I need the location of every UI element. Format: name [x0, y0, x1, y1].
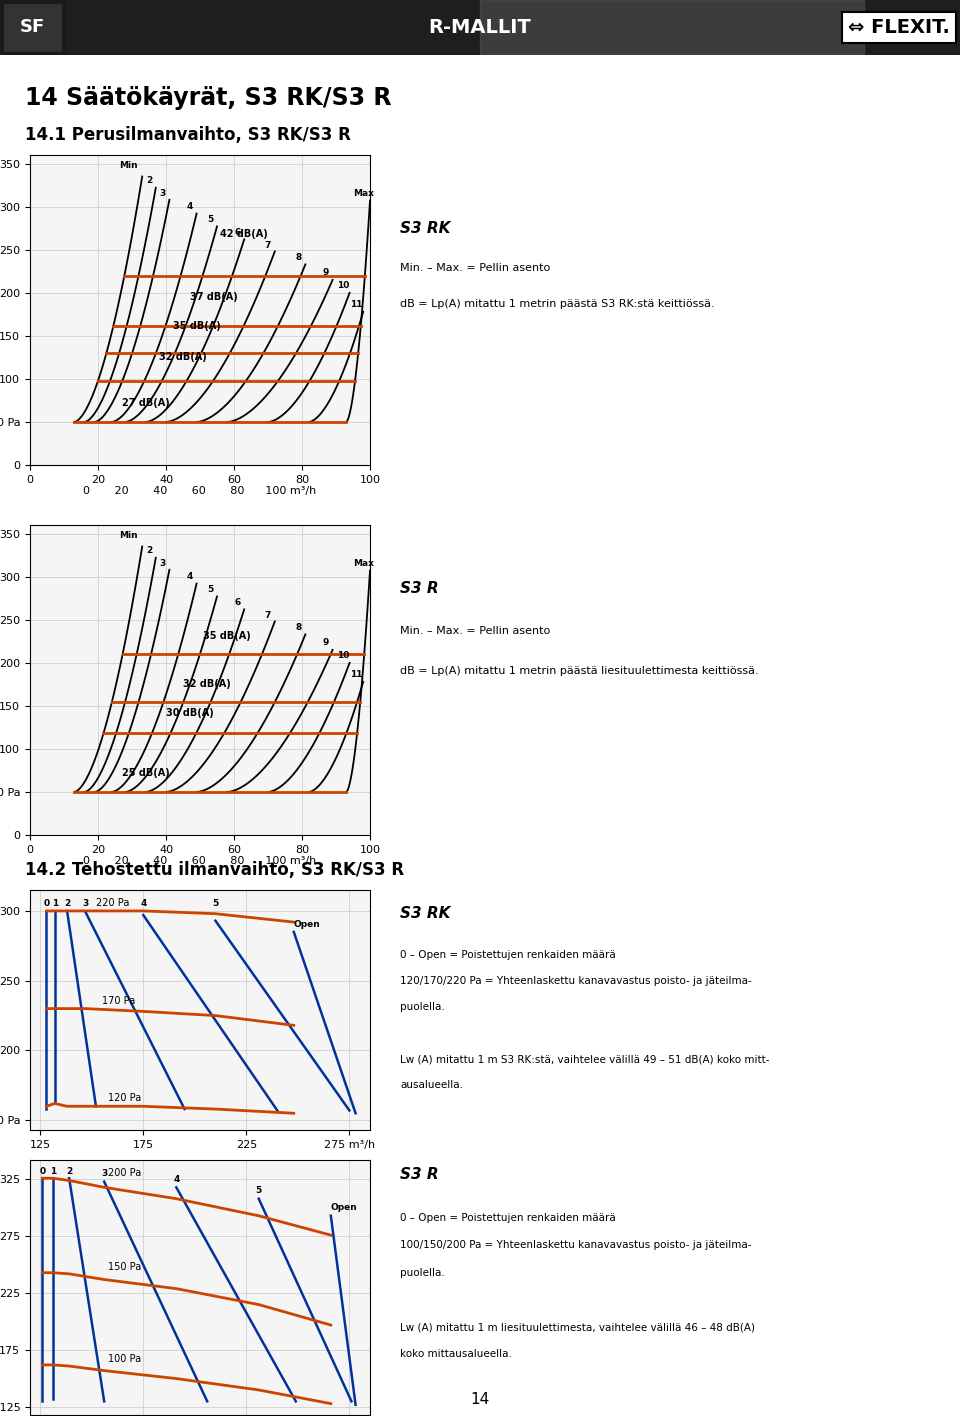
Text: S3 R: S3 R [400, 1167, 439, 1182]
X-axis label: 0       20       40       60       80      100 m³/h: 0 20 40 60 80 100 m³/h [84, 857, 317, 867]
Text: 35 dB(A): 35 dB(A) [173, 321, 221, 331]
Text: 120/170/220 Pa = Yhteenlaskettu kanavavastus poisto- ja jäteilma-: 120/170/220 Pa = Yhteenlaskettu kanavava… [400, 976, 752, 986]
Text: 32 dB(A): 32 dB(A) [159, 353, 207, 362]
Text: 4: 4 [186, 572, 193, 581]
Bar [0, 0, 65, 55]
Text: 3: 3 [159, 190, 166, 198]
Text: 37 dB(A): 37 dB(A) [190, 292, 237, 302]
Text: 27 dB(A): 27 dB(A) [122, 398, 170, 408]
Text: 9: 9 [323, 268, 329, 278]
Text: 5: 5 [207, 215, 213, 224]
Text: 11: 11 [350, 670, 363, 680]
Text: 5: 5 [207, 585, 213, 593]
Text: 7: 7 [265, 241, 271, 249]
Text: Lw (A) mitattu 1 m S3 RK:stä, vaihtelee välillä 49 – 51 dB(A) koko mitt-: Lw (A) mitattu 1 m S3 RK:stä, vaihtelee … [400, 1054, 770, 1063]
Text: 4: 4 [173, 1175, 180, 1184]
Text: puolella.: puolella. [400, 1267, 444, 1277]
Text: 1: 1 [52, 899, 58, 908]
Text: koko mittausalueella.: koko mittausalueella. [400, 1349, 512, 1359]
Text: 3: 3 [101, 1170, 108, 1178]
Text: 3: 3 [83, 899, 88, 908]
Text: 4: 4 [186, 202, 193, 211]
Text: 2: 2 [66, 1167, 72, 1175]
Text: Open: Open [294, 920, 321, 929]
Text: 6: 6 [234, 228, 241, 236]
Text: dB = Lp(A) mitattu 1 metrin päästä S3 RK:stä keittiössä.: dB = Lp(A) mitattu 1 metrin päästä S3 RK… [400, 299, 714, 309]
Text: 0: 0 [39, 1167, 45, 1175]
Text: 42 dB(A): 42 dB(A) [221, 229, 268, 239]
Text: 30 dB(A): 30 dB(A) [166, 708, 214, 718]
Text: Min: Min [119, 531, 138, 541]
Text: 10: 10 [337, 282, 349, 290]
Text: Max: Max [352, 190, 373, 198]
Bar [5, 6, 60, 50]
Text: 220 Pa: 220 Pa [96, 898, 130, 908]
Text: 2: 2 [146, 547, 152, 555]
Text: 5: 5 [212, 899, 219, 908]
Text: 7: 7 [265, 610, 271, 620]
Text: 14: 14 [470, 1392, 490, 1406]
Text: 14.1 Perusilmanvaihto, S3 RK/S3 R: 14.1 Perusilmanvaihto, S3 RK/S3 R [25, 126, 350, 144]
Text: dB = Lp(A) mitattu 1 metrin päästä liesituulettimesta keittiössä.: dB = Lp(A) mitattu 1 metrin päästä liesi… [400, 666, 758, 675]
Text: Max: Max [352, 559, 373, 568]
Text: 150 Pa: 150 Pa [108, 1262, 141, 1272]
Text: S3 RK: S3 RK [400, 221, 450, 236]
Bar [480, 0, 864, 55]
Text: 4: 4 [140, 899, 147, 908]
Text: Lw (A) mitattu 1 m liesituulettimesta, vaihtelee välillä 46 – 48 dB(A): Lw (A) mitattu 1 m liesituulettimesta, v… [400, 1323, 755, 1332]
Text: 8: 8 [296, 253, 301, 262]
Text: 3: 3 [159, 559, 166, 568]
Text: 25 dB(A): 25 dB(A) [122, 769, 170, 779]
Text: Min: Min [119, 161, 138, 170]
Text: SF: SF [19, 18, 44, 37]
Text: 10: 10 [337, 651, 349, 660]
Text: R-MALLIT: R-MALLIT [428, 18, 532, 37]
Text: 14 Säätökäyrät, S3 RK/S3 R: 14 Säätökäyrät, S3 RK/S3 R [25, 85, 392, 109]
Text: 5: 5 [255, 1187, 262, 1195]
Text: ⇔ FLEXIT.: ⇔ FLEXIT. [848, 18, 950, 37]
Text: 11: 11 [350, 300, 363, 309]
Text: 100/150/200 Pa = Yhteenlaskettu kanavavastus poisto- ja jäteilma-: 100/150/200 Pa = Yhteenlaskettu kanavava… [400, 1240, 752, 1250]
Text: 1: 1 [50, 1167, 56, 1175]
Text: 2: 2 [146, 176, 152, 185]
X-axis label: 0       20       40       60       80      100 m³/h: 0 20 40 60 80 100 m³/h [84, 486, 317, 496]
Text: ausalueella.: ausalueella. [400, 1080, 463, 1090]
Text: 32 dB(A): 32 dB(A) [183, 678, 230, 690]
Text: 14.2 Tehostettu ilmanvaihto, S3 RK/S3 R: 14.2 Tehostettu ilmanvaihto, S3 RK/S3 R [25, 861, 404, 879]
Text: S3 RK: S3 RK [400, 906, 450, 920]
Text: 0: 0 [43, 899, 50, 908]
Text: 0 – Open = Poistettujen renkaiden määrä: 0 – Open = Poistettujen renkaiden määrä [400, 1214, 615, 1223]
Text: 100 Pa: 100 Pa [108, 1354, 141, 1364]
Text: 170 Pa: 170 Pa [102, 995, 135, 1005]
Text: 0 – Open = Poistettujen renkaiden määrä: 0 – Open = Poistettujen renkaiden määrä [400, 950, 615, 960]
Text: 35 dB(A): 35 dB(A) [204, 630, 252, 640]
Text: 9: 9 [323, 639, 329, 647]
Text: puolella.: puolella. [400, 1003, 444, 1012]
Text: 6: 6 [234, 598, 241, 607]
Text: 200 Pa: 200 Pa [108, 1168, 141, 1178]
Text: Min. – Max. = Pellin asento: Min. – Max. = Pellin asento [400, 263, 550, 273]
Text: Open: Open [331, 1204, 357, 1212]
Text: Min. – Max. = Pellin asento: Min. – Max. = Pellin asento [400, 626, 550, 637]
Text: 8: 8 [296, 623, 301, 632]
Text: 2: 2 [64, 899, 70, 908]
Text: S3 R: S3 R [400, 581, 439, 596]
Text: 120 Pa: 120 Pa [108, 1093, 141, 1103]
